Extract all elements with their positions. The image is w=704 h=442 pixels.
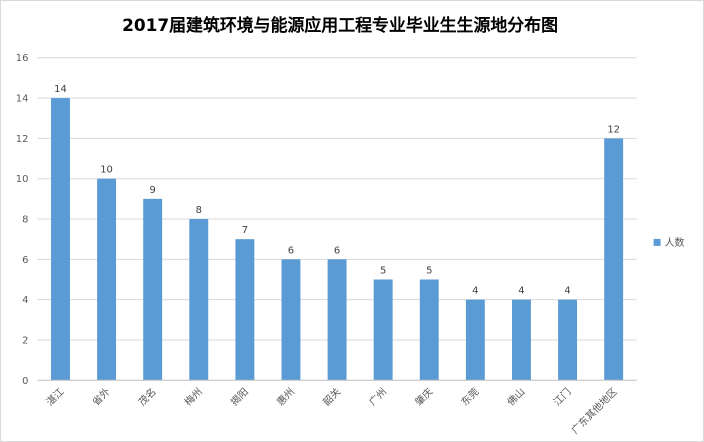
bar xyxy=(558,299,578,381)
data-label: 14 xyxy=(54,84,67,95)
data-label: 6 xyxy=(288,245,294,256)
bar xyxy=(189,219,209,381)
x-tick-label: 揭阳 xyxy=(228,385,251,408)
data-label: 12 xyxy=(607,124,620,135)
x-tick-label: 惠州 xyxy=(274,385,297,408)
y-tick-label: 16 xyxy=(16,53,29,64)
y-tick-label: 14 xyxy=(16,94,29,105)
y-tick-label: 6 xyxy=(22,255,28,266)
x-tick-label: 广东其他地区 xyxy=(568,385,619,436)
legend-label: 人数 xyxy=(665,236,685,249)
legend-swatch xyxy=(653,238,661,246)
legend: 人数 xyxy=(653,236,685,249)
data-label: 4 xyxy=(564,286,570,297)
bar xyxy=(143,198,163,381)
y-tick-label: 8 xyxy=(22,214,28,225)
x-tick-label: 省外 xyxy=(89,385,112,408)
data-label: 10 xyxy=(100,165,113,176)
data-label: 4 xyxy=(472,286,478,297)
chart-title: 2017届建筑环境与能源应用工程专业毕业生生源地分布图 xyxy=(122,15,558,35)
y-tick-label: 0 xyxy=(22,376,28,387)
x-tick-label: 广州 xyxy=(367,386,390,409)
bar xyxy=(97,178,117,381)
x-tick-label: 湛江 xyxy=(44,386,67,409)
x-tick-label: 梅州 xyxy=(182,385,205,408)
bar xyxy=(235,239,255,381)
data-label: 8 xyxy=(196,205,202,216)
y-tick-label: 2 xyxy=(22,335,28,346)
bar xyxy=(373,279,393,381)
data-label: 6 xyxy=(334,245,340,256)
bar xyxy=(465,299,485,381)
bar xyxy=(419,279,439,381)
bar xyxy=(281,259,301,381)
bar xyxy=(51,98,70,381)
data-label: 5 xyxy=(426,266,432,277)
bar-series xyxy=(51,98,624,381)
bar xyxy=(327,259,347,381)
data-label: 7 xyxy=(242,225,248,236)
y-axis-ticks: 0 2 4 6 8 10 12 14 16 xyxy=(16,53,29,387)
bar xyxy=(604,138,624,381)
x-tick-label: 江门 xyxy=(550,385,573,408)
x-tick-label: 佛山 xyxy=(504,385,527,408)
x-tick-label: 茂名 xyxy=(136,385,159,408)
x-tick-label: 肇庆 xyxy=(412,385,435,408)
x-tick-label: 韶关 xyxy=(320,385,343,408)
y-tick-label: 12 xyxy=(16,134,29,145)
data-label: 5 xyxy=(380,266,386,277)
x-tick-label: 东莞 xyxy=(458,385,481,408)
data-label: 4 xyxy=(518,286,524,297)
data-labels: 14 10 9 8 7 6 6 5 5 4 4 4 12 xyxy=(54,84,620,297)
y-tick-label: 4 xyxy=(22,295,28,306)
data-label: 9 xyxy=(150,185,156,196)
y-tick-label: 10 xyxy=(16,174,29,185)
bar xyxy=(512,299,531,381)
